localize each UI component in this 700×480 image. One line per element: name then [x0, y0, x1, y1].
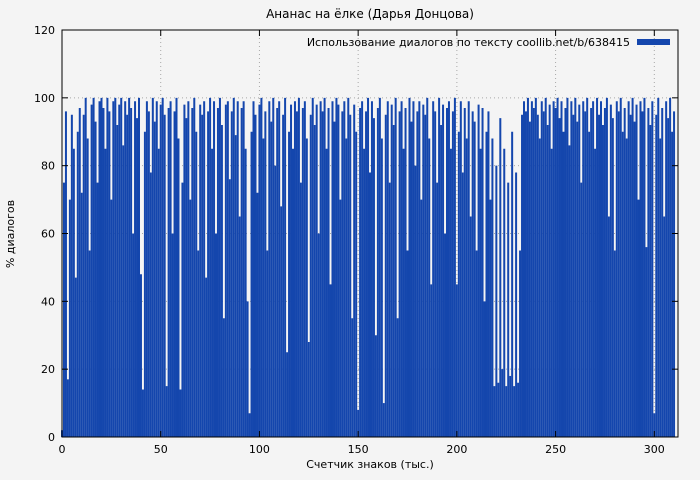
y-axis-label: % диалогов — [4, 200, 17, 268]
svg-text:50: 50 — [154, 443, 168, 456]
svg-text:150: 150 — [348, 443, 369, 456]
x-axis-label: Счетчик знаков (тыс.) — [306, 458, 434, 471]
legend-label: Использование диалогов по тексту coollib… — [307, 36, 630, 49]
svg-text:80: 80 — [41, 160, 55, 173]
chart-title: Ананас на ёлке (Дарья Донцова) — [266, 7, 474, 21]
svg-text:100: 100 — [249, 443, 270, 456]
svg-text:0: 0 — [59, 443, 66, 456]
plot-area: 0 20 40 60 80 100 120 0 50 100 150 200 250 300 — [34, 24, 678, 456]
svg-text:0: 0 — [48, 431, 55, 444]
svg-text:60: 60 — [41, 228, 55, 241]
svg-text:300: 300 — [644, 443, 665, 456]
svg-text:200: 200 — [446, 443, 467, 456]
legend: Использование диалогов по тексту coollib… — [307, 36, 670, 49]
svg-text:20: 20 — [41, 363, 55, 376]
svg-text:250: 250 — [545, 443, 566, 456]
svg-text:120: 120 — [34, 24, 55, 37]
svg-text:100: 100 — [34, 92, 55, 105]
plot-border — [61, 29, 679, 438]
svg-text:40: 40 — [41, 295, 55, 308]
